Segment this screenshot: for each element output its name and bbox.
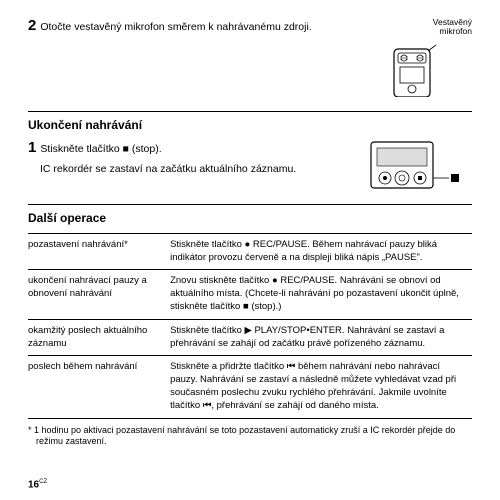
page-num-value: 16 <box>28 479 39 490</box>
table-row: pozastavení nahrávání* Stiskněte tlačítk… <box>28 233 472 270</box>
step-2-section: 2 Otočte vestavěný mikrofon směrem k nah… <box>28 18 472 97</box>
heading-stop-recording: Ukončení nahrávání <box>28 118 472 132</box>
op-desc: Stiskněte a přidržte tlačítko ⏮ během na… <box>170 356 472 418</box>
step-1-number: 1 <box>28 140 36 155</box>
step-2-content: 2 Otočte vestavěný mikrofon směrem k nah… <box>28 18 352 34</box>
figure-1-label: Vestavěný mikrofon <box>352 18 472 37</box>
table-row: poslech během nahrávání Stiskněte a přid… <box>28 356 472 418</box>
step-1-line2: IC rekordér se zastaví na začátku aktuál… <box>40 160 362 176</box>
step-1-row: 1 Stiskněte tlačítko ■ (stop). <box>28 140 362 156</box>
step-2-text: Otočte vestavěný mikrofon směrem k nahrá… <box>40 18 311 34</box>
op-label: poslech během nahrávání <box>28 356 170 418</box>
recorder-mic-icon <box>382 39 442 97</box>
divider-2 <box>28 204 472 205</box>
op-desc: Znovu stiskněte tlačítko ● REC/PAUSE. Na… <box>170 270 472 319</box>
heading-other-ops: Další operace <box>28 211 472 225</box>
operations-table: pozastavení nahrávání* Stiskněte tlačítk… <box>28 233 472 419</box>
op-label: pozastavení nahrávání* <box>28 233 170 270</box>
stop-recording-row: 1 Stiskněte tlačítko ■ (stop). IC rekord… <box>28 140 472 190</box>
table-row: ukončení nahrávací pauzy a obnovení nahr… <box>28 270 472 319</box>
op-desc: Stiskněte tlačítko ● REC/PAUSE. Během na… <box>170 233 472 270</box>
op-label: ukončení nahrávací pauzy a obnovení nahr… <box>28 270 170 319</box>
step-2-number: 2 <box>28 18 36 33</box>
step-2-row: 2 Otočte vestavěný mikrofon směrem k nah… <box>28 18 472 97</box>
figure-2-col <box>362 140 472 190</box>
recorder-controls-illustration <box>362 140 472 190</box>
footnote: * 1 hodinu po aktivaci pozastavení nahrá… <box>28 425 472 448</box>
page-lang: CZ <box>39 479 47 485</box>
figure-1-col: Vestavěný mikrofon <box>352 18 472 97</box>
recorder-controls-icon <box>367 140 467 190</box>
op-label: okamžitý poslech aktuálního záznamu <box>28 319 170 356</box>
table-row: okamžitý poslech aktuálního záznamu Stis… <box>28 319 472 356</box>
stop-recording-text-col: 1 Stiskněte tlačítko ■ (stop). IC rekord… <box>28 140 362 176</box>
page-number: 16CZ <box>28 479 47 490</box>
section-other-ops: Další operace pozastavení nahrávání* Sti… <box>28 211 472 448</box>
step-1-line1: Stiskněte tlačítko ■ (stop). <box>40 140 161 156</box>
section-stop-recording: Ukončení nahrávání 1 Stiskněte tlačítko … <box>28 118 472 190</box>
recorder-top-illustration <box>352 39 472 97</box>
divider-1 <box>28 111 472 112</box>
op-desc: Stiskněte tlačítko ▶ PLAY/STOP•ENTER. Na… <box>170 319 472 356</box>
step-2-text-col: 2 Otočte vestavěný mikrofon směrem k nah… <box>28 18 352 38</box>
